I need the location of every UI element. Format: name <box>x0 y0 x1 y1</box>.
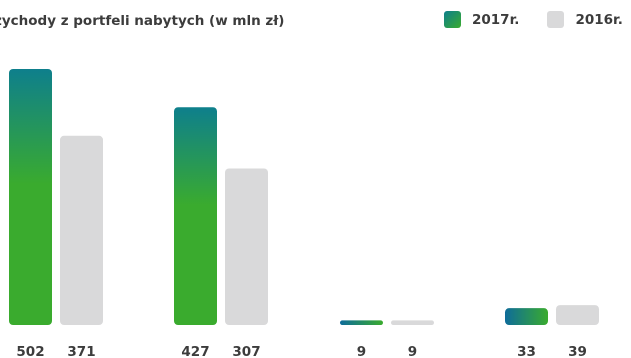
value-label-2016r-group-2: 307 <box>232 344 260 358</box>
legend: 2017r. 2016r. <box>444 11 623 28</box>
value-label-2016r-group-4: 39 <box>568 344 587 358</box>
bar-2017r-group-4 <box>505 308 548 325</box>
value-label-2017r-group-3: 9 <box>357 344 366 358</box>
value-label-2016r-group-3: 9 <box>408 344 417 358</box>
bar-2017r-group-3 <box>340 320 383 325</box>
value-label-2016r-group-1: 371 <box>67 344 95 358</box>
bar-2016r-group-1 <box>60 135 103 325</box>
bar-2016r-group-4 <box>556 305 599 325</box>
legend-item-2017: 2017r. <box>444 11 519 28</box>
legend-label-2017: 2017r. <box>472 11 520 28</box>
value-label-2017r-group-1: 502 <box>16 344 44 358</box>
bar-2017r-group-1 <box>9 69 52 325</box>
value-label-2017r-group-2: 427 <box>181 344 209 358</box>
bar-2016r-group-2 <box>225 168 268 325</box>
legend-item-2016: 2016r. <box>547 11 623 28</box>
bar-2016r-group-3 <box>391 320 434 325</box>
bar-2017r-group-2 <box>174 107 217 325</box>
value-label-2017r-group-4: 33 <box>517 344 536 358</box>
legend-swatch-2016 <box>547 11 565 28</box>
legend-swatch-2017 <box>444 11 461 28</box>
legend-label-2016: 2016r. <box>575 11 623 28</box>
chart-title: zychody z portfeli nabytych (w mln zł) <box>0 13 285 29</box>
